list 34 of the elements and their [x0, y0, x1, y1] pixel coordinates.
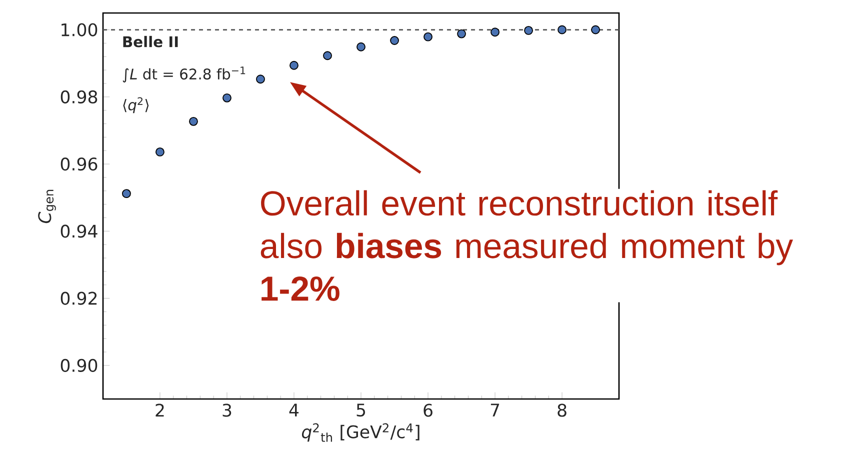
point [256, 74, 265, 84]
point [490, 28, 500, 37]
y-tick-label: 0.92 [60, 292, 97, 305]
y-tick-label: 0.94 [60, 224, 98, 238]
point [222, 93, 232, 102]
x-axis-title: q$^{2}$$_{th}$ [GeV$^{2}$/c$^{4}$] [302, 423, 420, 442]
point [558, 25, 567, 34]
annotation: Belle II [123, 36, 178, 48]
x-tick-label: 5 [356, 404, 366, 417]
point [524, 26, 533, 35]
point [122, 189, 131, 198]
annotation: ∫L dt = 62.8 fb$^{−1}$ [122, 66, 246, 82]
x-tick-label: 2 [156, 404, 164, 417]
x-tick-label: 4 [289, 404, 299, 416]
x-tick-label: 7 [490, 404, 500, 416]
point [290, 60, 298, 70]
annotation: ⟨q$^{2}$⟩ [123, 97, 149, 114]
point [156, 147, 164, 156]
y-axis-title: C$_{gen}$ [38, 190, 56, 224]
point [591, 25, 600, 34]
point [356, 42, 366, 52]
y-tick-label: 0.98 [60, 90, 98, 104]
x-tick-label: 8 [558, 404, 566, 417]
y-tick-label: 0.96 [60, 157, 98, 171]
x-tick-label: 6 [424, 404, 432, 417]
point [424, 32, 432, 42]
y-tick-label: 1.00 [62, 23, 98, 36]
point [189, 116, 198, 126]
text: Overall event reconstruction itself also biases measured moment by 1-2% [260, 190, 793, 301]
y-tick-label: 0.90 [60, 358, 98, 372]
point [323, 51, 332, 60]
point [390, 36, 399, 45]
x-tick-label: 3 [222, 404, 232, 417]
point [457, 29, 466, 38]
